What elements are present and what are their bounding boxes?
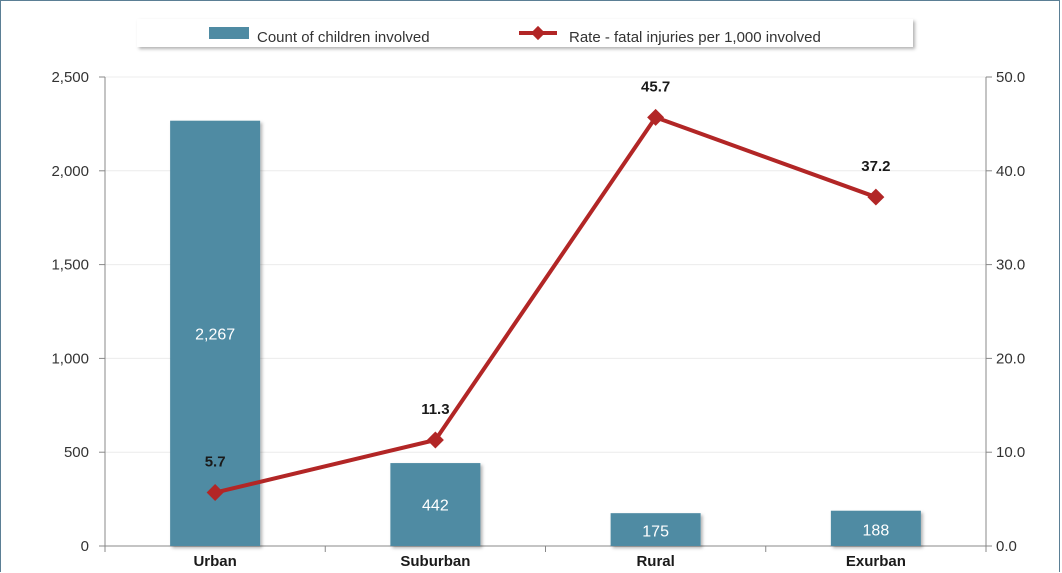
- rate-value-label: 11.3: [421, 401, 449, 418]
- y-right-tick-label: 10.0: [996, 444, 1025, 461]
- legend-label-count: Count of children involved: [257, 29, 430, 46]
- x-category-label: Rural: [636, 553, 674, 570]
- y-left-tick-label: 2,500: [51, 69, 89, 86]
- rate-value-label: 5.7: [205, 454, 226, 471]
- legend-label-rate: Rate - fatal injuries per 1,000 involved: [569, 29, 821, 46]
- bar-value-label: 2,267: [195, 326, 235, 343]
- y-left-tick-label: 2,000: [51, 163, 89, 180]
- y-right-tick-label: 0.0: [996, 538, 1017, 555]
- rate-marker-suburban: [426, 431, 444, 449]
- rate-value-label: 37.2: [861, 158, 890, 175]
- y-left-tick-label: 1,000: [51, 350, 89, 367]
- bar-rural: [610, 513, 701, 546]
- legend-swatch-rate-marker: [530, 25, 546, 41]
- legend-swatch-count: [209, 27, 249, 39]
- bar-urban: [170, 120, 261, 546]
- y-right-tick-label: 50.0: [996, 69, 1025, 86]
- rate-line: [214, 115, 877, 495]
- bar-value-label: 188: [863, 522, 890, 539]
- bar-value-label: 175: [642, 524, 669, 541]
- x-category-label: Exurban: [846, 553, 906, 570]
- y-left-tick-label: 0: [81, 538, 89, 555]
- rate-marker-rural: [647, 108, 665, 126]
- x-category-label: Suburban: [400, 553, 470, 570]
- rate-marker-urban: [206, 484, 224, 502]
- rate-marker-exurban: [867, 188, 885, 206]
- y-right-tick-label: 30.0: [996, 257, 1025, 274]
- y-left-tick-label: 1,500: [51, 257, 89, 274]
- bar-suburban: [390, 463, 481, 546]
- y-right-tick-label: 20.0: [996, 350, 1025, 367]
- rate-value-label: 45.7: [641, 78, 670, 95]
- y-left-tick-label: 500: [64, 444, 89, 461]
- bar-exurban: [830, 510, 921, 546]
- legend: Count of children involved Rate - fatal …: [137, 19, 913, 47]
- y-right-tick-label: 40.0: [996, 163, 1025, 180]
- bar-value-label: 442: [422, 498, 449, 515]
- x-category-label: Urban: [193, 553, 236, 570]
